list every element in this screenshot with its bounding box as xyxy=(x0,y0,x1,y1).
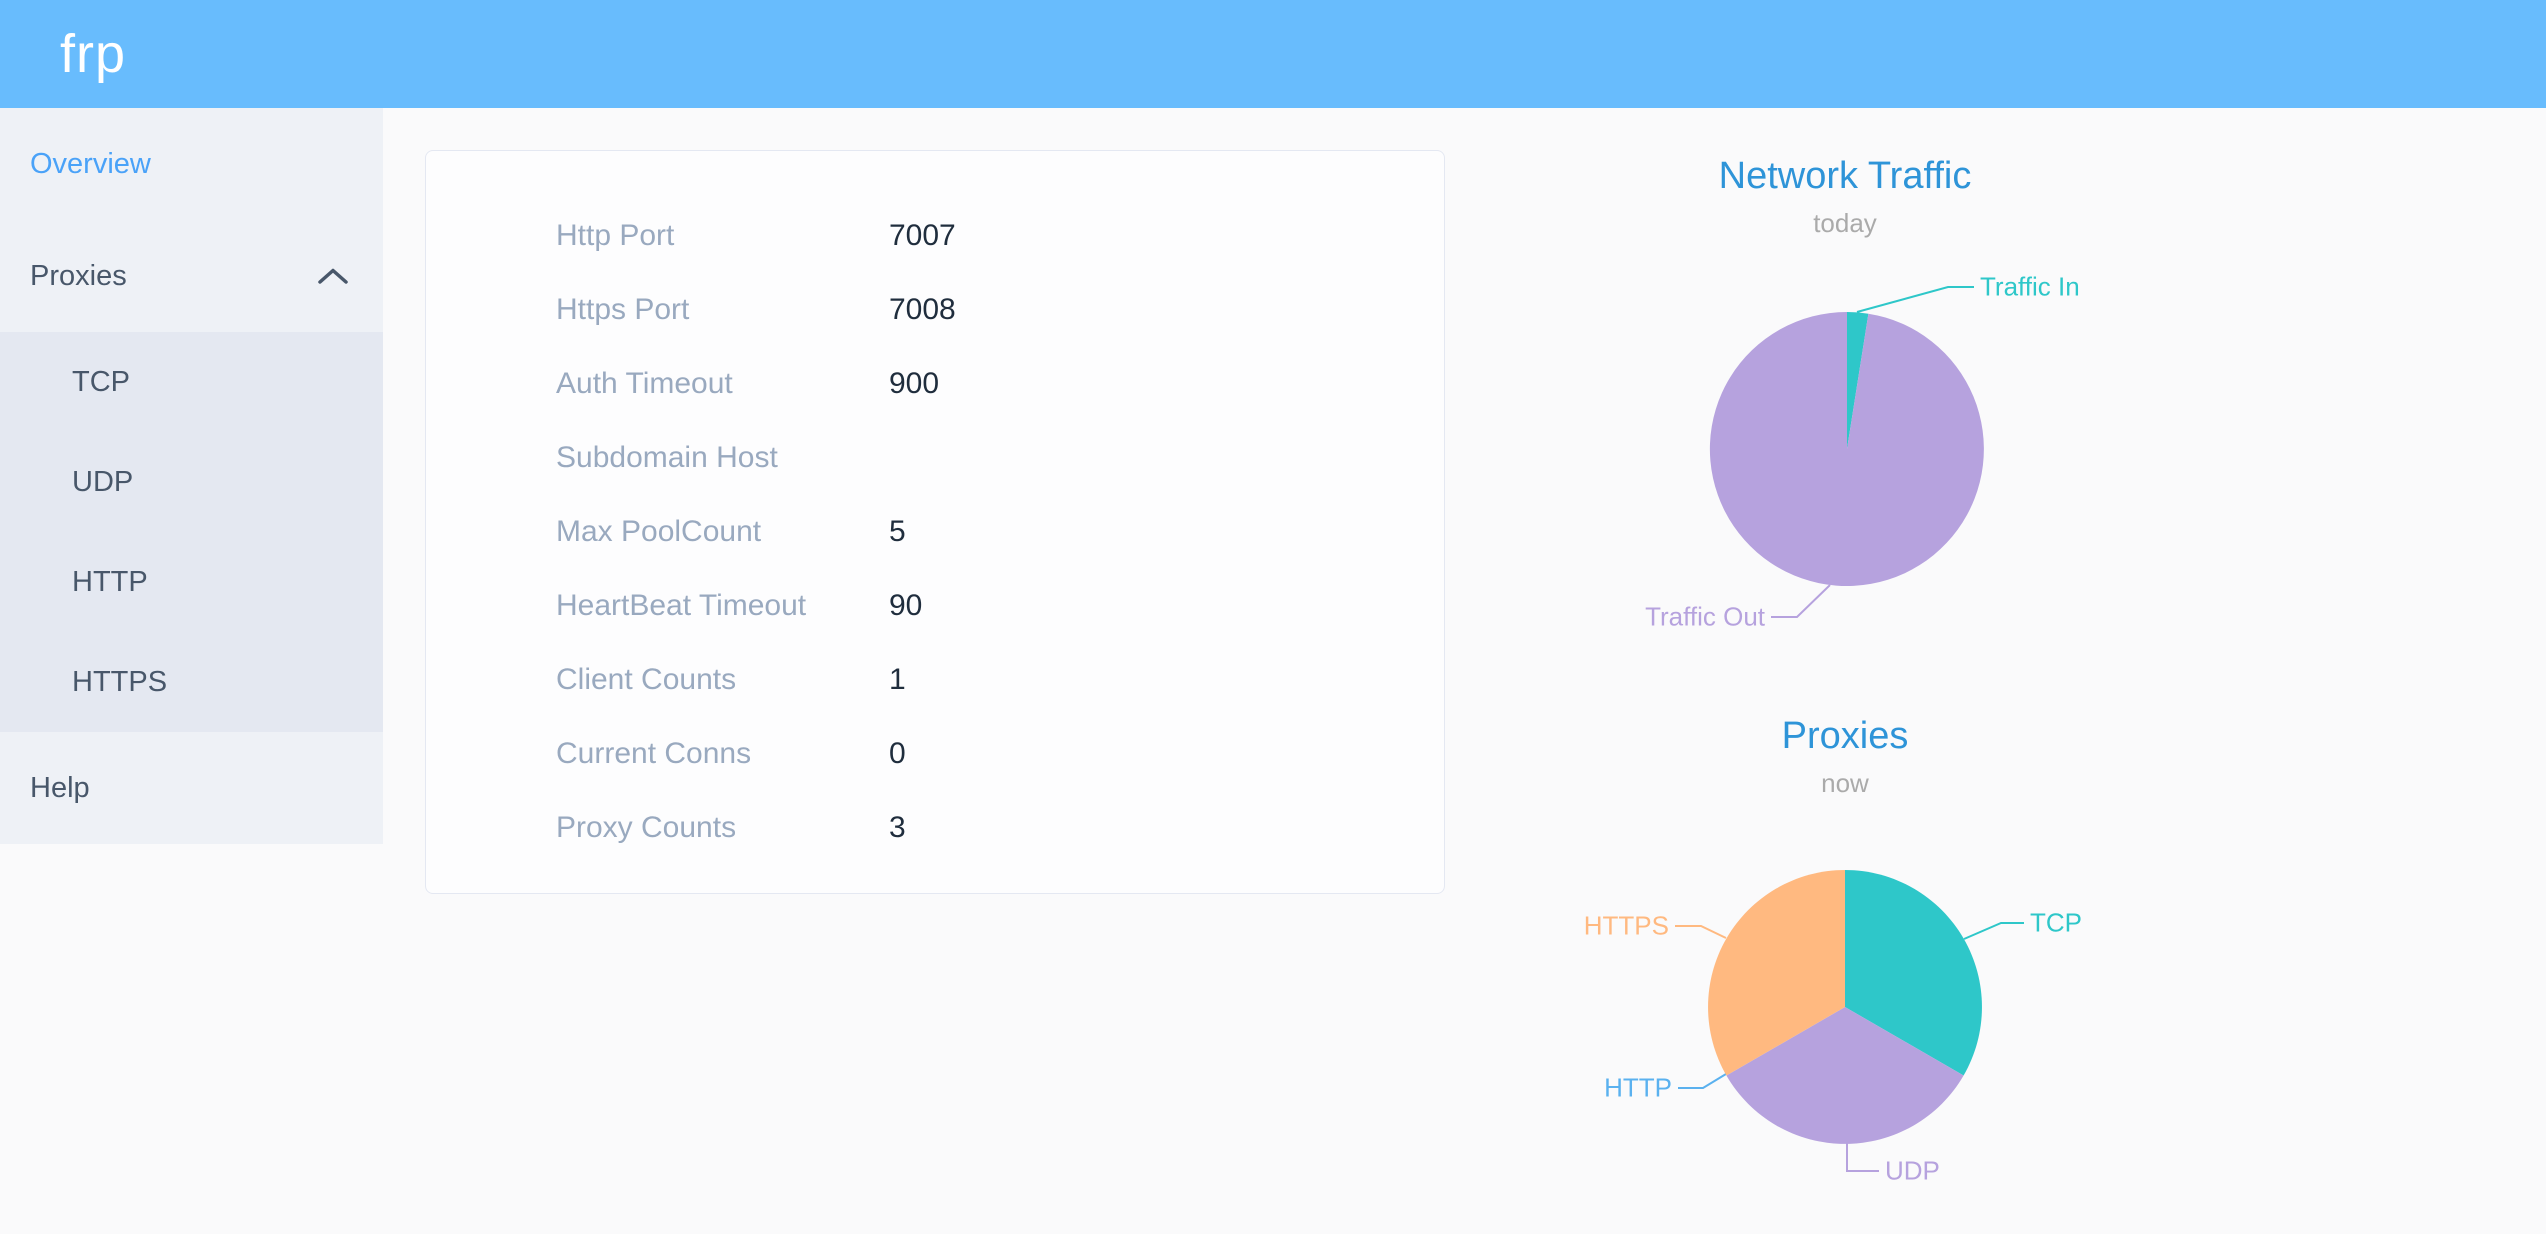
row-label-current-conns: Current Conns xyxy=(556,737,752,770)
pie-label-tcp: TCP xyxy=(2030,907,2082,938)
row-label-heartbeat-timeout: HeartBeat Timeout xyxy=(556,589,807,622)
app-logo: frp xyxy=(60,24,127,84)
row-value-client-counts: 1 xyxy=(889,663,906,696)
row-value-heartbeat-timeout: 90 xyxy=(889,589,923,622)
row-value-auth-timeout: 900 xyxy=(889,367,940,400)
sidebar-item-label: UDP xyxy=(72,465,134,498)
table-row: Http Port 7007 xyxy=(426,199,1444,273)
pie-label-line-udp xyxy=(1846,1143,1879,1172)
pie-slice-tcp[interactable] xyxy=(1845,870,1982,1076)
table-row: Https Port 7008 xyxy=(426,273,1444,347)
proxies-chart: Proxies now TCP UDP HTTP HTTPS xyxy=(1445,690,2245,1234)
row-value-https-port: 7008 xyxy=(889,293,956,326)
overview-card: Http Port 7007 Https Port 7008 Auth Timeout 9… xyxy=(425,150,1445,894)
row-value-max-poolcount: 5 xyxy=(889,515,906,548)
table-row: Proxy Counts 3 xyxy=(426,791,1444,865)
row-label-https-port: Https Port xyxy=(556,293,690,326)
chart-title: Network Traffic xyxy=(1718,155,1972,197)
pie-label-traffic-in: Traffic In xyxy=(1980,271,2080,302)
sidebar-item-label: TCP xyxy=(72,365,130,398)
sidebar-item-tcp[interactable]: TCP xyxy=(0,332,383,432)
pie-label-https: HTTPS xyxy=(1583,910,1669,941)
sidebar: Overview Proxies TCP UDP HTTP HTTPS Help xyxy=(0,108,383,844)
chart-subtitle: today xyxy=(1813,208,1877,238)
row-label-auth-timeout: Auth Timeout xyxy=(556,367,733,400)
row-label-http-port: Http Port xyxy=(556,219,675,252)
pie-label-line-http xyxy=(1678,1073,1727,1089)
sidebar-item-udp[interactable]: UDP xyxy=(0,432,383,532)
pie-slice-traffic-out[interactable] xyxy=(1709,311,1984,586)
pie-label-line-traffic-out xyxy=(1771,584,1831,618)
row-label-client-counts: Client Counts xyxy=(556,663,737,696)
sidebar-item-overview[interactable]: Overview xyxy=(0,108,383,220)
pie-label-udp: UDP xyxy=(1885,1155,1940,1186)
row-label-subdomain-host: Subdomain Host xyxy=(556,441,778,474)
pie-label-http: HTTP xyxy=(1604,1072,1672,1103)
config-table: Http Port 7007 Https Port 7008 Auth Timeout 9… xyxy=(426,199,1444,865)
row-value-current-conns: 0 xyxy=(889,737,906,770)
row-label-proxy-counts: Proxy Counts xyxy=(556,811,737,844)
sidebar-item-help[interactable]: Help xyxy=(0,732,383,844)
table-row: HeartBeat Timeout 90 xyxy=(426,569,1444,643)
chart-subtitle: now xyxy=(1821,768,1869,798)
sidebar-item-label: HTTPS xyxy=(72,665,168,698)
chevron-up-icon xyxy=(315,266,351,286)
proxies-pie xyxy=(1675,870,2024,1172)
sidebar-item-label: Help xyxy=(30,771,90,804)
pie-slice-udp[interactable] xyxy=(1726,1007,1964,1144)
sidebar-item-label: HTTP xyxy=(72,565,148,598)
chart-title: Proxies xyxy=(1781,715,1909,757)
network-traffic-chart: Network Traffic today Traffic In Traffic … xyxy=(1445,130,2245,690)
table-row: Current Conns 0 xyxy=(426,717,1444,791)
table-row: Auth Timeout 900 xyxy=(426,347,1444,421)
table-row: Max PoolCount 5 xyxy=(426,495,1444,569)
sidebar-item-label: Proxies xyxy=(30,259,127,292)
pie-label-traffic-out: Traffic Out xyxy=(1645,601,1765,632)
table-row: Client Counts 1 xyxy=(426,643,1444,717)
pie-slice-traffic-in[interactable] xyxy=(1847,312,1869,449)
table-row: Subdomain Host xyxy=(426,421,1444,495)
sidebar-item-http[interactable]: HTTP xyxy=(0,532,383,632)
sidebar-item-https[interactable]: HTTPS xyxy=(0,632,383,732)
sidebar-item-label: Overview xyxy=(30,147,151,180)
pie-label-line-https xyxy=(1675,925,1727,939)
row-value-proxy-counts: 3 xyxy=(889,811,906,844)
row-value-http-port: 7007 xyxy=(889,219,956,252)
sidebar-item-proxies[interactable]: Proxies xyxy=(0,220,383,332)
pie-label-line-traffic-in xyxy=(1856,286,1974,313)
network-traffic-pie xyxy=(1709,286,1984,618)
pie-label-line-tcp xyxy=(1963,922,2024,940)
sidebar-submenu-proxies: TCP UDP HTTP HTTPS xyxy=(0,332,383,732)
row-label-max-poolcount: Max PoolCount xyxy=(556,515,762,548)
app-header: frp xyxy=(0,0,2546,108)
pie-slice-https[interactable] xyxy=(1708,870,1845,1076)
